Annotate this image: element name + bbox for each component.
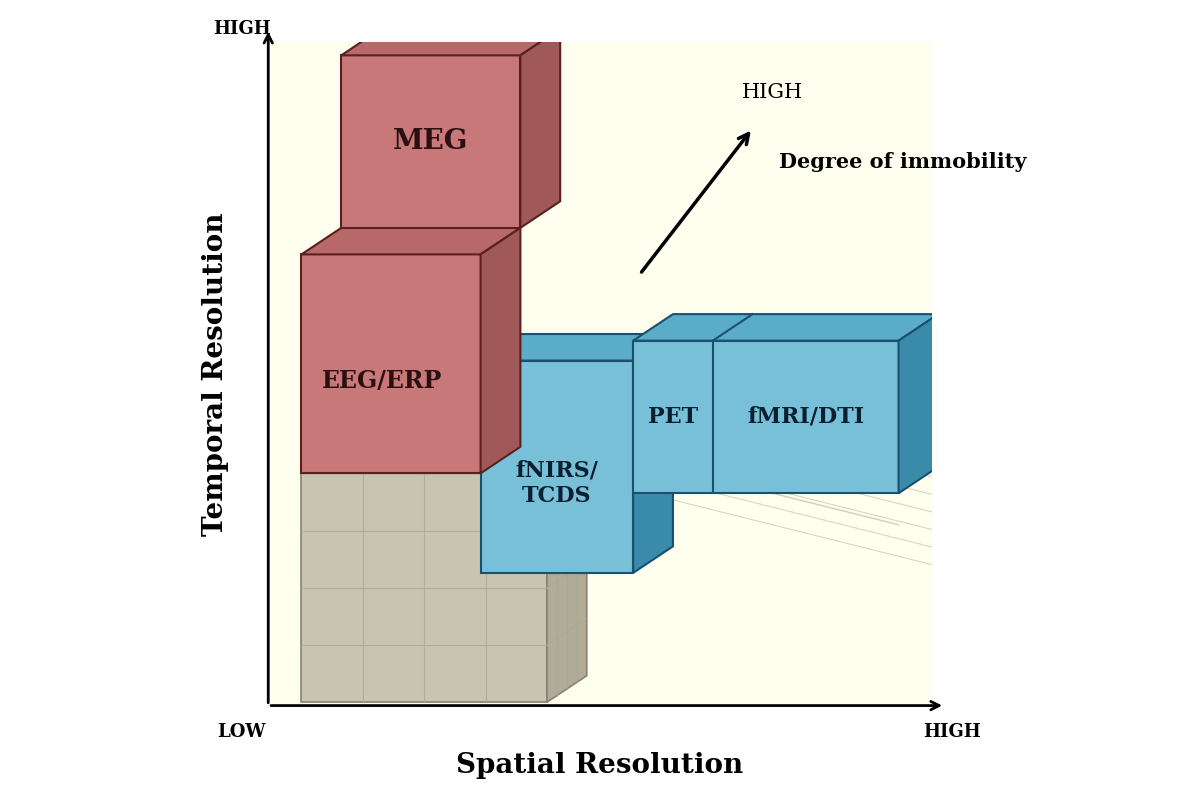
Polygon shape [634, 340, 899, 493]
Text: fMRI/DTI: fMRI/DTI [748, 406, 864, 428]
Polygon shape [480, 228, 521, 473]
Text: HIGH: HIGH [742, 83, 803, 102]
Polygon shape [341, 29, 560, 56]
Polygon shape [301, 473, 547, 702]
Polygon shape [634, 314, 938, 340]
Text: HIGH: HIGH [212, 20, 270, 38]
Polygon shape [521, 29, 560, 228]
Text: LOW: LOW [217, 723, 266, 741]
Polygon shape [480, 361, 634, 573]
Text: PET: PET [648, 406, 698, 428]
Text: Temporal Resolution: Temporal Resolution [202, 212, 229, 536]
Polygon shape [634, 334, 673, 573]
Polygon shape [301, 447, 587, 473]
Text: fNIRS/
TCDS: fNIRS/ TCDS [516, 460, 599, 507]
Text: Degree of immobility: Degree of immobility [779, 152, 1027, 172]
Polygon shape [480, 334, 673, 361]
Text: Spatial Resolution: Spatial Resolution [456, 752, 744, 779]
Text: EEG/ERP: EEG/ERP [322, 370, 443, 394]
Text: MEG: MEG [394, 128, 468, 155]
Polygon shape [341, 56, 521, 228]
Polygon shape [301, 254, 480, 473]
Polygon shape [899, 314, 938, 493]
Text: HIGH: HIGH [923, 723, 980, 741]
Polygon shape [301, 228, 521, 254]
Polygon shape [547, 447, 587, 702]
